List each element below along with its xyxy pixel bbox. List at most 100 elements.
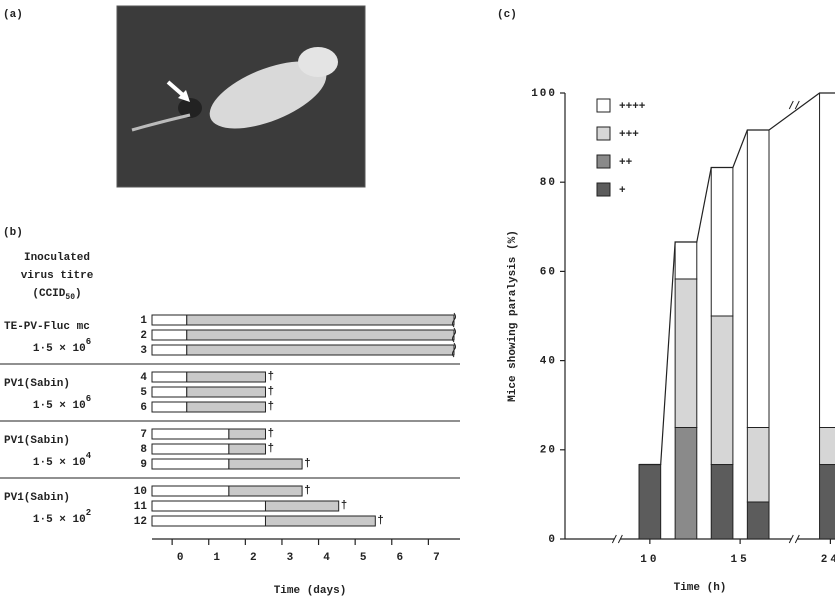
bar-before-onset (152, 429, 229, 439)
bar-before-onset (152, 444, 229, 454)
header-unit-text: (CCID (32, 288, 65, 300)
figure: (a) (b) Inoculated virus titre (CCID50) … (0, 0, 835, 599)
bar-segment (820, 428, 835, 465)
y-tick-label: 20 (540, 445, 557, 457)
y-tick-label: 40 (540, 356, 557, 368)
header-unit: (CCID50) (32, 288, 81, 302)
legend-label: ++ (619, 157, 633, 169)
panel-label: (c) (497, 9, 517, 21)
group-titre: 1·5 × 104 (33, 451, 92, 469)
x-tick-label: 5 (360, 552, 367, 564)
row-label: 10 (134, 486, 147, 498)
death-marker: † (267, 401, 274, 413)
bar-segment (639, 465, 661, 539)
row-label: 9 (140, 459, 147, 471)
bar-before-onset (152, 501, 265, 511)
bar-segment (747, 130, 769, 427)
bar-before-onset (152, 372, 187, 382)
death-marker: † (377, 515, 384, 527)
legend-label: +++ (619, 129, 639, 141)
death-marker: † (267, 371, 274, 383)
bar-after-onset (187, 345, 454, 355)
titre-base: 1·5 × 10 (33, 400, 86, 412)
bar-before-onset (152, 330, 187, 340)
bar-after-onset (229, 486, 302, 496)
row-label: 1 (140, 315, 147, 327)
bar-before-onset (152, 315, 187, 325)
bar-after-onset (229, 444, 266, 454)
bar-segment (747, 502, 769, 539)
titre-exponent: 6 (86, 337, 91, 347)
titre-base: 1·5 × 10 (33, 514, 86, 526)
death-marker: † (267, 443, 274, 455)
bar-before-onset (152, 486, 229, 496)
bar-before-onset (152, 516, 265, 526)
legend-swatch (597, 183, 610, 196)
group-name: PV1(Sabin) (4, 492, 70, 504)
bar-after-onset (187, 372, 266, 382)
group-name: PV1(Sabin) (4, 378, 70, 390)
bar-segment (675, 242, 697, 279)
y-tick-label: 60 (540, 266, 557, 278)
y-axis-label: Mice showing paralysis (%) (507, 230, 519, 402)
death-marker: † (267, 428, 274, 440)
x-axis-label: Time (days) (274, 585, 347, 597)
bar-segment (711, 465, 733, 539)
legend-swatch (597, 127, 610, 140)
row-label: 8 (140, 444, 147, 456)
envelope-break (789, 101, 799, 109)
bar-after-onset (229, 429, 266, 439)
bar-segment (747, 428, 769, 502)
bar-after-onset (229, 459, 302, 469)
bar-segment (711, 167, 733, 316)
x-tick-label: 3 (287, 552, 294, 564)
titre-base: 1·5 × 10 (33, 457, 86, 469)
header: virus titre (21, 270, 94, 282)
panel-label: (b) (3, 227, 23, 239)
y-tick-label: 0 (548, 534, 557, 546)
bar-segment (820, 93, 835, 428)
bar-after-onset (187, 402, 266, 412)
row-label: 7 (140, 429, 147, 441)
group-titre: 1·5 × 106 (33, 394, 91, 412)
bar-after-onset (187, 315, 454, 325)
bar-segment (820, 465, 835, 539)
photo (117, 6, 365, 187)
death-marker: † (304, 458, 311, 470)
legend-label: + (619, 185, 626, 197)
bar-before-onset (152, 345, 187, 355)
x-tick-label: 4 (323, 552, 330, 564)
row-label: 11 (134, 501, 148, 513)
death-marker: † (304, 485, 311, 497)
bar-after-onset (265, 516, 375, 526)
panel-label: (a) (3, 9, 23, 21)
titre-exponent: 4 (86, 451, 92, 461)
death-marker: † (341, 500, 348, 512)
x-tick-label: 2 (250, 552, 257, 564)
legend-swatch (597, 155, 610, 168)
x-tick-label: 24 (821, 554, 835, 566)
x-tick-label: 10 (640, 554, 659, 566)
bar-before-onset (152, 402, 187, 412)
header-unit-close: ) (75, 288, 82, 300)
legend-label: ++++ (619, 101, 646, 113)
bar-after-onset (187, 330, 454, 340)
row-label: 2 (140, 330, 147, 342)
bar-after-onset (187, 387, 266, 397)
bar-segment (675, 279, 697, 428)
x-tick-label: 15 (731, 554, 750, 566)
bar-after-onset (265, 501, 338, 511)
x-tick-label: 6 (396, 552, 403, 564)
bar-before-onset (152, 387, 187, 397)
y-tick-label: 80 (540, 177, 557, 189)
bar-segment (675, 428, 697, 540)
group-name: TE-PV-Fluc mc (4, 321, 90, 333)
header: Inoculated (24, 252, 90, 264)
envelope-line (639, 93, 835, 465)
row-label: 4 (140, 372, 147, 384)
group-name: PV1(Sabin) (4, 435, 70, 447)
bar-before-onset (152, 459, 229, 469)
titre-exponent: 2 (86, 508, 91, 518)
header-unit-sub: 50 (65, 293, 75, 302)
titre-base: 1·5 × 10 (33, 343, 86, 355)
